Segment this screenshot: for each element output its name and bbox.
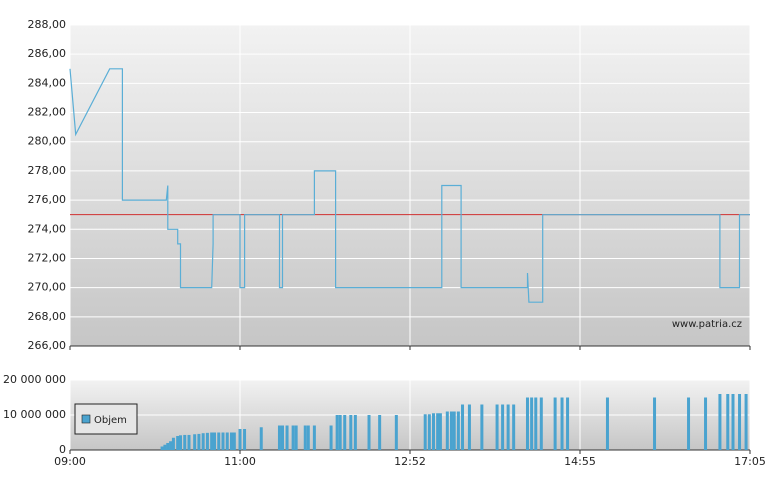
volume-bar bbox=[438, 413, 442, 450]
volume-bar bbox=[169, 441, 173, 450]
volume-bar bbox=[394, 415, 398, 450]
y-tick-label: 266,00 bbox=[28, 339, 67, 352]
volume-bar bbox=[281, 425, 284, 450]
watermark: www.patria.cz bbox=[672, 319, 742, 330]
volume-bar bbox=[197, 433, 201, 450]
volume-bar bbox=[221, 432, 225, 450]
volume-bar bbox=[367, 415, 371, 450]
volume-bar bbox=[213, 432, 216, 450]
volume-bar bbox=[506, 404, 510, 450]
volume-bar bbox=[560, 397, 564, 450]
volume-bar bbox=[205, 432, 209, 450]
y-tick-label: 284,00 bbox=[28, 76, 67, 89]
volume-bar bbox=[294, 425, 298, 450]
volume-bar bbox=[210, 432, 214, 450]
volume-bar bbox=[731, 394, 735, 450]
volume-bar bbox=[343, 415, 347, 450]
y-tick-label: 276,00 bbox=[28, 193, 67, 206]
volume-bar bbox=[201, 433, 205, 450]
volume-bar bbox=[445, 411, 449, 450]
volume-bar bbox=[687, 397, 691, 450]
y-tick-label: 270,00 bbox=[28, 281, 67, 294]
volume-bar bbox=[452, 411, 456, 450]
volume-bar bbox=[329, 425, 333, 450]
volume-bar bbox=[312, 425, 316, 450]
volume-bar bbox=[501, 404, 505, 450]
volume-bar bbox=[285, 425, 289, 450]
volume-bar bbox=[423, 414, 427, 450]
volume-bar bbox=[512, 404, 516, 450]
volume-bar bbox=[605, 397, 609, 450]
volume-bar bbox=[744, 394, 748, 450]
y-tick-label: 274,00 bbox=[28, 222, 67, 235]
x-tick-label: 11:00 bbox=[224, 455, 256, 468]
volume-bar bbox=[539, 397, 543, 450]
volume-bar bbox=[653, 397, 657, 450]
volume-bar bbox=[480, 404, 484, 450]
volume-bar bbox=[467, 404, 471, 450]
volume-bar bbox=[335, 415, 339, 450]
volume-bar bbox=[232, 432, 236, 450]
volume-bar bbox=[449, 411, 453, 450]
volume-bar bbox=[277, 425, 281, 450]
volume-bar bbox=[303, 425, 307, 450]
y-tick-label: 268,00 bbox=[28, 310, 67, 323]
y-tick-label: 10 000 000 bbox=[3, 408, 66, 421]
x-tick-label: 14:55 bbox=[564, 455, 596, 468]
volume-bar bbox=[456, 411, 460, 450]
x-tick-label: 17:05 bbox=[734, 455, 766, 468]
x-tick-label: 09:00 bbox=[54, 455, 86, 468]
volume-bar bbox=[378, 415, 382, 450]
volume-bar bbox=[187, 434, 191, 450]
volume-bar bbox=[160, 446, 164, 450]
y-tick-label: 288,00 bbox=[28, 18, 67, 31]
volume-bar bbox=[704, 397, 708, 450]
legend-label: Objem bbox=[94, 415, 127, 426]
x-tick-label: 12:52 bbox=[394, 455, 426, 468]
volume-bar bbox=[495, 404, 499, 450]
volume-bar bbox=[431, 413, 435, 450]
volume-bar bbox=[338, 415, 342, 450]
volume-bar bbox=[225, 432, 229, 450]
volume-bar bbox=[718, 394, 722, 450]
volume-bar bbox=[166, 443, 170, 450]
volume-bar bbox=[530, 397, 534, 450]
y-tick-label: 280,00 bbox=[28, 135, 67, 148]
y-tick-label: 286,00 bbox=[28, 47, 67, 60]
volume-bar bbox=[726, 394, 730, 450]
volume-bar bbox=[353, 415, 357, 450]
volume-bar bbox=[193, 434, 197, 450]
volume-bar bbox=[427, 414, 431, 450]
volume-bar bbox=[176, 436, 180, 450]
y-tick-label: 278,00 bbox=[28, 164, 67, 177]
volume-bar bbox=[553, 397, 557, 450]
volume-bar bbox=[291, 425, 295, 450]
volume-bar bbox=[171, 437, 175, 450]
volume-bar bbox=[306, 425, 310, 450]
volume-bar bbox=[525, 397, 529, 450]
y-tick-label: 272,00 bbox=[28, 251, 67, 264]
volume-bar bbox=[217, 432, 221, 450]
volume-bar bbox=[243, 429, 247, 450]
y-tick-label: 20 000 000 bbox=[3, 373, 66, 386]
volume-bar bbox=[238, 429, 242, 450]
volume-bar bbox=[179, 435, 182, 450]
volume-bar bbox=[349, 415, 353, 450]
volume-bar bbox=[534, 397, 538, 450]
volume-bar bbox=[566, 397, 570, 450]
volume-bar bbox=[461, 404, 465, 450]
y-tick-label: 0 bbox=[59, 443, 66, 456]
legend-swatch bbox=[81, 414, 91, 424]
price-line bbox=[69, 68, 750, 303]
volume-bar bbox=[163, 444, 167, 450]
volume-bar bbox=[738, 394, 742, 450]
volume-bar bbox=[259, 427, 263, 450]
volume-bar bbox=[436, 413, 440, 450]
volume-bar bbox=[183, 434, 187, 450]
y-tick-label: 282,00 bbox=[28, 106, 67, 119]
volume-bar bbox=[230, 432, 233, 450]
